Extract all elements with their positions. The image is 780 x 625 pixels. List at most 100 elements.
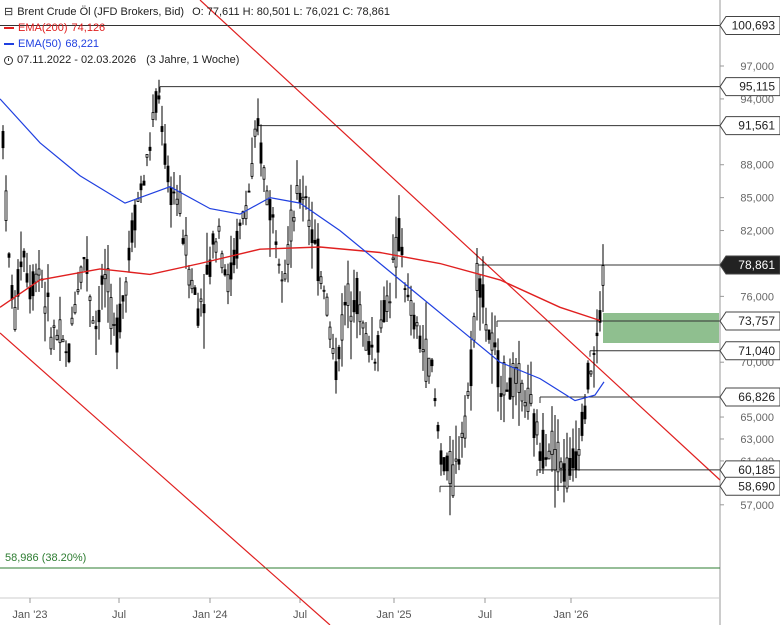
period-note: (3 Jahre, 1 Woche)	[146, 54, 240, 66]
candle-body	[220, 253, 224, 269]
price-label-text: 60,185	[738, 463, 775, 477]
legend-ema200: EMA(200) 74,126	[4, 20, 390, 36]
candle-body	[112, 323, 116, 326]
y-tick-label: 65,000	[740, 412, 774, 424]
candle-body	[169, 186, 173, 206]
ema50-line	[0, 98, 605, 402]
price-label-box	[719, 387, 780, 407]
candle-body	[100, 275, 104, 285]
candle-body	[373, 361, 377, 364]
candle-body	[22, 250, 26, 258]
price-label-text: 71,040	[738, 344, 775, 358]
candle-body	[193, 287, 197, 295]
candle-body	[352, 300, 356, 313]
candle-body	[361, 322, 365, 329]
candle-body	[421, 349, 425, 353]
candle-body	[184, 234, 188, 256]
candle-body	[388, 301, 392, 304]
candle-body	[433, 398, 437, 402]
x-tick-label: Jan '23	[12, 609, 47, 621]
candle-body	[601, 265, 605, 286]
candle-body	[349, 315, 353, 322]
candle-body	[313, 239, 317, 244]
candle-body	[472, 316, 476, 341]
candle-body	[55, 334, 59, 340]
ema200-value: 74,126	[71, 22, 106, 34]
candle-body	[115, 317, 119, 353]
candle-body	[358, 304, 362, 323]
candle-body	[106, 268, 110, 293]
candle-body	[304, 196, 308, 199]
candle-body	[451, 464, 455, 497]
candle-body	[520, 382, 524, 402]
candle-body	[292, 217, 296, 222]
candle-body	[391, 257, 395, 260]
candle-body	[118, 303, 122, 333]
candle-body	[76, 289, 80, 293]
candle-body	[595, 332, 599, 337]
candle-body	[544, 457, 548, 460]
candle-body	[574, 451, 578, 471]
candle-body	[244, 205, 248, 220]
y-tick-label: 82,000	[740, 226, 774, 238]
candle-body	[151, 112, 155, 121]
candle-body	[211, 233, 215, 245]
candle-body	[454, 458, 458, 462]
candle-body	[148, 146, 152, 151]
y-tick-label: 76,000	[740, 291, 774, 303]
candle-body	[7, 253, 11, 258]
ema50-label: EMA(50)	[18, 38, 62, 50]
candle-body	[187, 268, 191, 286]
ema50-swatch	[4, 43, 14, 45]
candle-body	[295, 185, 299, 194]
candle-body	[238, 222, 242, 226]
legend-title-row: ⊟ Brent Crude Öl (JFD Brokers, Bid) O: 7…	[4, 4, 390, 20]
candle-body	[127, 247, 131, 261]
x-tick-label: Jul	[478, 609, 492, 621]
x-tick-label: Jul	[112, 609, 126, 621]
price-label-text: 95,115	[739, 80, 775, 94]
candle-body	[223, 269, 227, 276]
candle-body	[85, 259, 89, 274]
candle-body	[340, 314, 344, 341]
y-tick-label: 63,000	[740, 434, 774, 446]
x-tick-label: Jul	[293, 609, 307, 621]
candle-body	[322, 289, 326, 292]
candle-body	[475, 262, 479, 291]
minus-icon[interactable]: ⊟	[4, 6, 14, 18]
candle-body	[337, 346, 341, 360]
candle-body	[103, 274, 107, 280]
candle-body	[256, 118, 260, 126]
candle-body	[508, 377, 512, 400]
candle-body	[577, 448, 581, 456]
y-tick-label: 88,000	[740, 160, 774, 172]
candle-body	[247, 190, 251, 193]
candle-body	[163, 143, 167, 165]
candle-body	[505, 389, 509, 392]
candle-body	[406, 294, 410, 298]
price-label-text: 58,690	[738, 479, 775, 493]
candle-body	[445, 455, 449, 472]
candle-body	[121, 295, 125, 302]
resistance-zone	[603, 313, 719, 343]
candle-body	[427, 357, 431, 377]
candle-body	[400, 246, 404, 256]
candle-body	[61, 338, 65, 343]
candle-body	[274, 241, 278, 245]
price-label-text: 100,693	[732, 18, 776, 32]
candle-body	[259, 142, 263, 164]
ema200-swatch	[4, 27, 14, 29]
candle-body	[67, 343, 71, 363]
candle-body	[382, 300, 386, 323]
candle-body	[130, 220, 134, 243]
price-label-text: 73,757	[738, 314, 775, 328]
candle-body	[589, 370, 593, 375]
candle-body	[97, 309, 101, 323]
price-label-text: 78,861	[738, 258, 775, 272]
price-label-box	[719, 311, 780, 331]
candle-body	[13, 306, 17, 330]
candle-body	[298, 192, 302, 204]
price-label-box	[719, 116, 780, 136]
candle-body	[499, 393, 503, 397]
candle-body	[289, 209, 293, 242]
